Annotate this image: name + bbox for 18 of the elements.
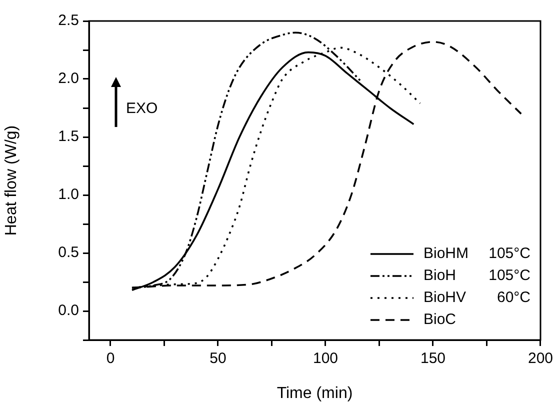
legend-label: BioC bbox=[423, 311, 456, 328]
text: BioH 105°C bbox=[423, 267, 530, 284]
annotation: EXO bbox=[126, 100, 158, 118]
y-tick-label: 2.0 bbox=[58, 70, 79, 88]
x-tick-label: 50 bbox=[210, 350, 226, 368]
y-tick-label: 1.0 bbox=[58, 186, 79, 204]
text: BioHV 60°C bbox=[423, 289, 530, 306]
x-tick-label: 200 bbox=[528, 350, 553, 368]
x-tick-label: 0 bbox=[106, 350, 115, 368]
y-tick-label: 2.5 bbox=[58, 12, 79, 30]
y-axis-title: Heat flow (W/g) bbox=[3, 125, 20, 236]
text: BioHM 105°C bbox=[423, 245, 530, 262]
x-tick-label: 100 bbox=[312, 350, 338, 368]
y-tick-label: 0.0 bbox=[58, 302, 79, 320]
x-tick-label: 150 bbox=[420, 350, 446, 368]
x-axis-title: Time (min) bbox=[276, 384, 353, 402]
y-tick-label: 1.5 bbox=[58, 128, 79, 146]
y-tick-label: 0.5 bbox=[58, 244, 79, 262]
